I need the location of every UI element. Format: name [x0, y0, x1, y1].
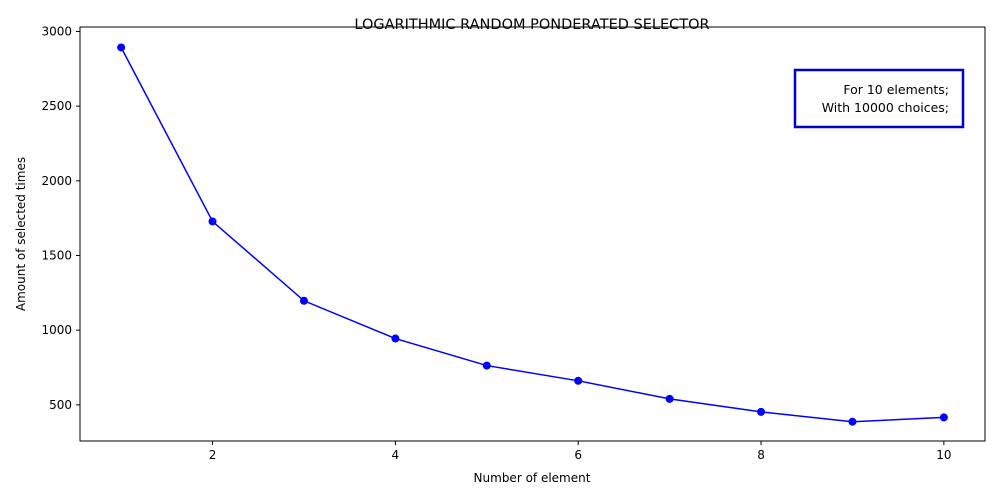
y-tick-label: 2500	[41, 99, 72, 113]
y-tick-label: 3000	[41, 24, 72, 38]
data-point	[757, 407, 766, 416]
annotation-box: For 10 elements; With 10000 choices;	[793, 68, 965, 129]
plot-area: 2 4 6 8 10 500 1000 1500 2000 2500 3000	[41, 24, 951, 462]
x-tick-label: 10	[936, 448, 951, 462]
y-axis-title: Amount of selected times	[14, 157, 28, 311]
annotation-line-2: With 10000 choices;	[822, 100, 949, 115]
y-tick-label: 2000	[41, 174, 72, 188]
data-point	[848, 417, 857, 426]
data-point	[208, 217, 217, 226]
series-line	[120, 47, 944, 423]
data-point	[117, 43, 126, 52]
x-tick-label: 6	[574, 448, 582, 462]
x-axis-title: Number of element	[474, 471, 591, 485]
plot-frame	[79, 26, 986, 442]
data-point	[939, 413, 948, 422]
x-tick-label: 2	[209, 448, 217, 462]
annotation-border	[793, 68, 965, 129]
data-point	[482, 361, 491, 370]
data-point	[391, 334, 400, 343]
data-point	[299, 296, 308, 305]
x-tick-label: 8	[757, 448, 765, 462]
data-point	[665, 394, 674, 403]
y-tick-label: 1000	[41, 323, 72, 337]
chart-title: LOGARITHMIC RANDOM PONDERATED SELECTOR	[354, 17, 709, 33]
annotation-line-1: For 10 elements;	[843, 82, 949, 97]
data-point	[574, 376, 583, 385]
y-tick-label: 500	[49, 398, 72, 412]
x-tick-label: 4	[392, 448, 400, 462]
y-tick-label: 1500	[41, 249, 72, 263]
